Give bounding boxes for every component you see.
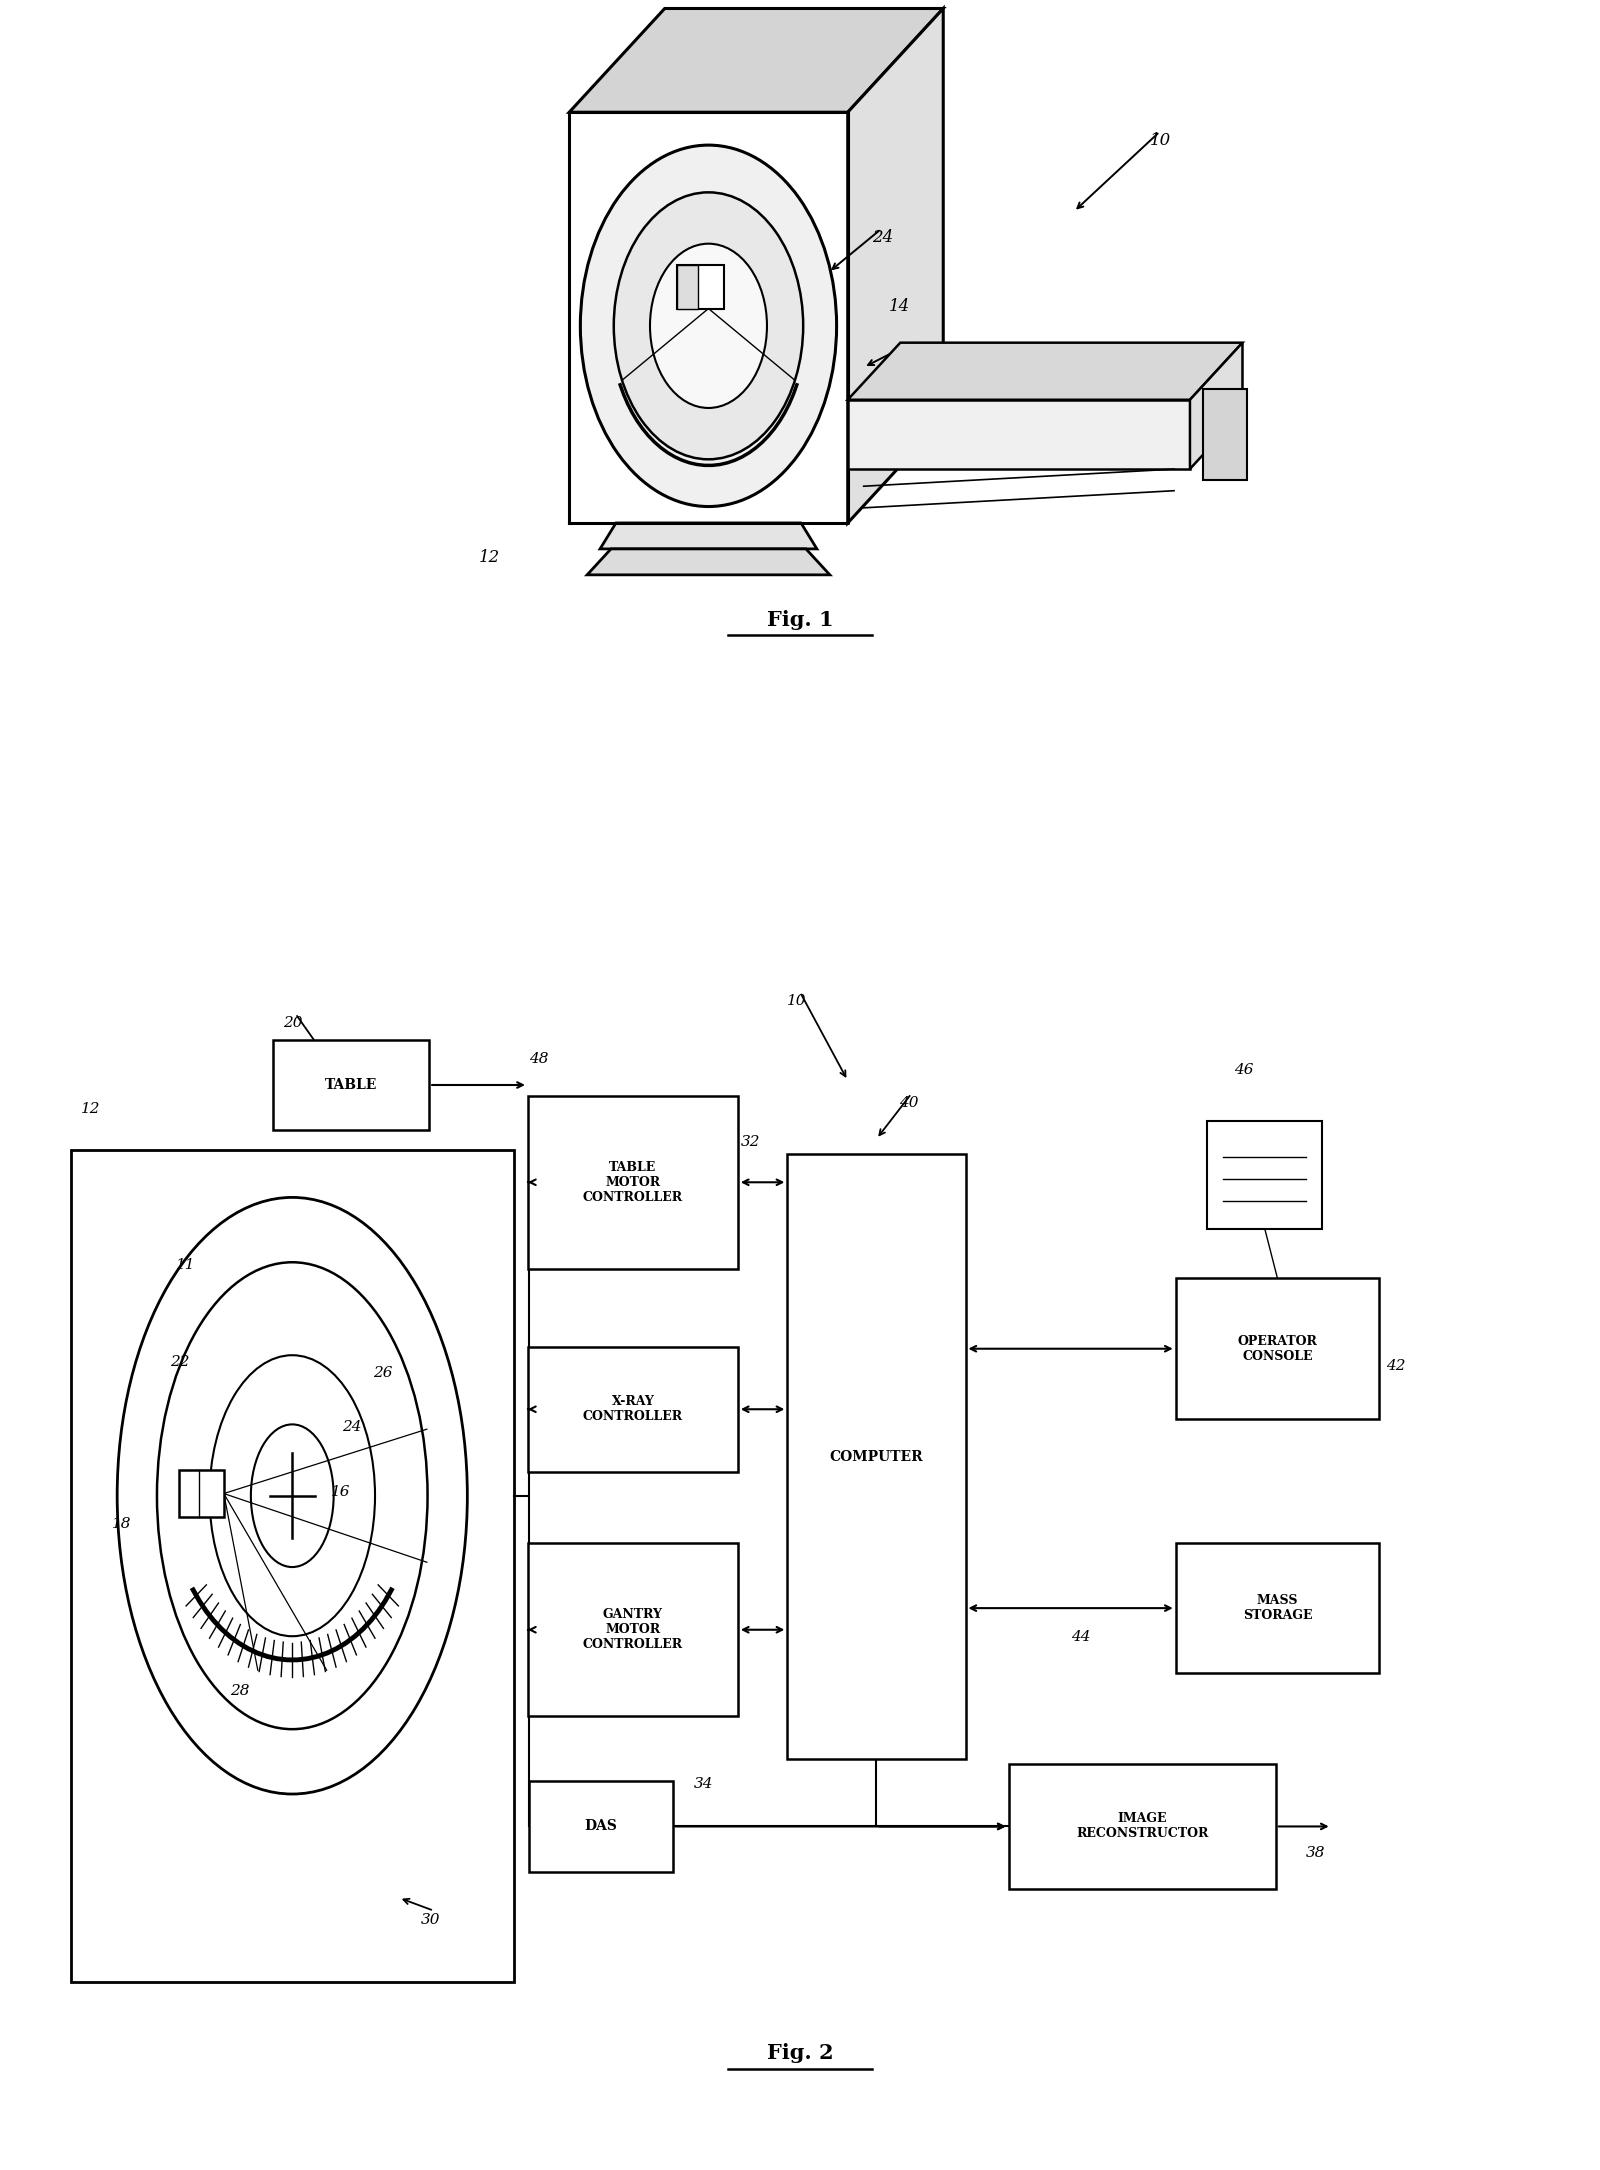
Text: 46: 46 xyxy=(1235,1063,1254,1076)
Ellipse shape xyxy=(157,1263,427,1729)
Text: 10: 10 xyxy=(1150,132,1171,150)
Text: 18: 18 xyxy=(112,1517,131,1532)
Bar xyxy=(530,1782,672,1873)
Text: 10: 10 xyxy=(787,994,806,1009)
Text: 28: 28 xyxy=(230,1684,250,1697)
Polygon shape xyxy=(848,9,944,523)
Bar xyxy=(787,1154,965,1760)
Text: DAS: DAS xyxy=(584,1818,618,1834)
Text: Fig. 2: Fig. 2 xyxy=(766,2044,834,2064)
Text: 24: 24 xyxy=(872,230,893,245)
Ellipse shape xyxy=(650,243,766,408)
Polygon shape xyxy=(848,399,1190,469)
Bar xyxy=(677,265,725,308)
Text: 16: 16 xyxy=(331,1484,350,1499)
Bar xyxy=(70,1150,514,1981)
Text: 16: 16 xyxy=(622,445,643,462)
Text: 34: 34 xyxy=(693,1777,714,1790)
Text: 30: 30 xyxy=(421,1912,440,1927)
Text: 38: 38 xyxy=(1306,1847,1326,1860)
Text: COMPUTER: COMPUTER xyxy=(829,1450,923,1465)
Ellipse shape xyxy=(614,193,803,460)
Bar xyxy=(528,1543,738,1716)
Text: 40: 40 xyxy=(899,1096,918,1109)
Text: 26: 26 xyxy=(373,1365,394,1380)
Text: X-RAY
CONTROLLER: X-RAY CONTROLLER xyxy=(582,1395,683,1424)
Bar xyxy=(274,1039,429,1131)
Text: 24: 24 xyxy=(342,1419,362,1434)
Polygon shape xyxy=(600,523,818,549)
Text: TABLE: TABLE xyxy=(325,1078,378,1092)
Text: 12: 12 xyxy=(478,549,499,566)
Text: 42: 42 xyxy=(1386,1358,1405,1374)
Text: 14: 14 xyxy=(890,297,910,315)
Bar xyxy=(1203,388,1248,480)
Bar xyxy=(1176,1278,1379,1419)
Text: 11: 11 xyxy=(176,1259,195,1272)
Text: MASS
STORAGE: MASS STORAGE xyxy=(1243,1595,1312,1623)
Text: 44: 44 xyxy=(1070,1630,1090,1643)
Bar xyxy=(1176,1543,1379,1673)
Text: IMAGE
RECONSTRUCTOR: IMAGE RECONSTRUCTOR xyxy=(1077,1812,1208,1840)
Text: GANTRY
MOTOR
CONTROLLER: GANTRY MOTOR CONTROLLER xyxy=(582,1608,683,1651)
Polygon shape xyxy=(1190,343,1243,469)
Polygon shape xyxy=(570,9,944,113)
Ellipse shape xyxy=(117,1198,467,1795)
Text: 36: 36 xyxy=(533,1849,552,1862)
Ellipse shape xyxy=(251,1424,334,1567)
Text: OPERATOR
CONSOLE: OPERATOR CONSOLE xyxy=(1237,1335,1317,1363)
Text: 22: 22 xyxy=(906,341,926,358)
Bar xyxy=(528,1096,738,1269)
Text: 20: 20 xyxy=(283,1016,302,1029)
Bar xyxy=(528,1348,738,1471)
Text: 12: 12 xyxy=(80,1102,101,1115)
Bar xyxy=(677,265,698,308)
Text: TABLE
MOTOR
CONTROLLER: TABLE MOTOR CONTROLLER xyxy=(582,1161,683,1204)
Text: 20: 20 xyxy=(1067,430,1088,447)
Text: Fig. 1: Fig. 1 xyxy=(766,610,834,629)
Text: 48: 48 xyxy=(530,1052,549,1065)
Polygon shape xyxy=(587,549,830,575)
Ellipse shape xyxy=(581,145,837,506)
Bar xyxy=(179,1469,224,1517)
Text: 22: 22 xyxy=(170,1354,189,1369)
Ellipse shape xyxy=(210,1356,374,1636)
Bar xyxy=(1208,1120,1322,1228)
Polygon shape xyxy=(848,343,1243,399)
Bar xyxy=(1008,1764,1275,1890)
Text: 32: 32 xyxy=(741,1135,760,1148)
